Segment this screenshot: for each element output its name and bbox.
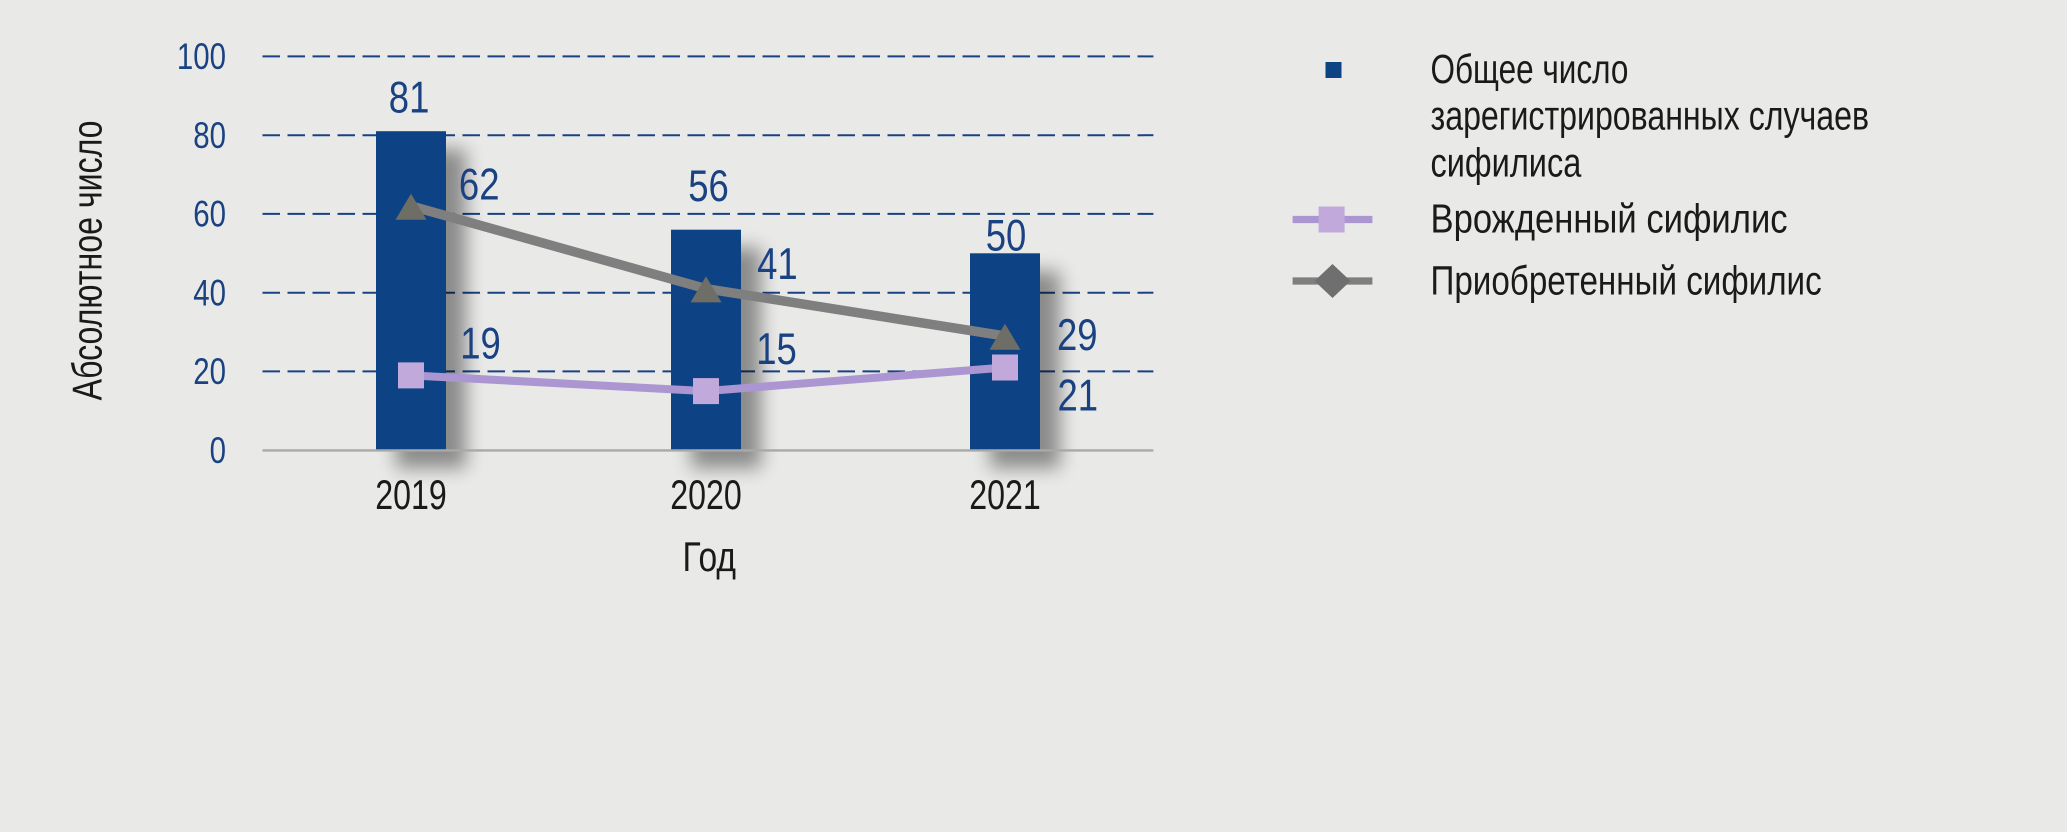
svg-text:50: 50 xyxy=(986,210,1027,260)
svg-text:Год: Год xyxy=(683,535,737,581)
svg-text:2020: 2020 xyxy=(670,471,742,518)
svg-text:Общее число: Общее число xyxy=(1431,46,1629,92)
svg-text:60: 60 xyxy=(193,193,226,235)
svg-text:62: 62 xyxy=(459,159,500,209)
svg-text:2021: 2021 xyxy=(969,471,1041,518)
svg-text:81: 81 xyxy=(389,72,430,122)
svg-text:сифилиса: сифилиса xyxy=(1430,140,1581,185)
svg-text:20: 20 xyxy=(193,351,226,393)
svg-text:15: 15 xyxy=(756,324,797,374)
svg-text:19: 19 xyxy=(460,318,501,368)
svg-text:56: 56 xyxy=(688,161,729,211)
svg-text:зарегистрированных случаев: зарегистрированных случаев xyxy=(1431,93,1870,138)
svg-text:Приобретенный сифилис: Приобретенный сифилис xyxy=(1430,258,1821,304)
svg-text:Врожденный сифилис: Врожденный сифилис xyxy=(1431,196,1788,241)
svg-text:40: 40 xyxy=(193,272,226,314)
svg-text:29: 29 xyxy=(1057,309,1098,359)
svg-text:21: 21 xyxy=(1058,370,1099,420)
svg-text:100: 100 xyxy=(177,36,226,78)
svg-text:0: 0 xyxy=(210,430,226,472)
svg-text:41: 41 xyxy=(757,239,798,289)
svg-text:80: 80 xyxy=(193,115,226,157)
svg-text:2019: 2019 xyxy=(375,471,447,518)
svg-text:Абсолютное число: Абсолютное число xyxy=(63,120,110,400)
